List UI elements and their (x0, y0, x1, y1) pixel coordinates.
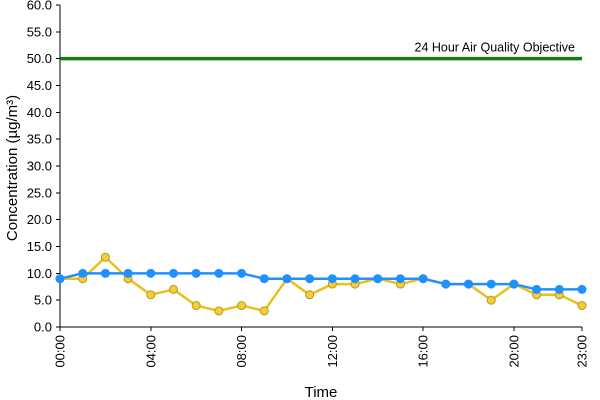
data-point-blue (418, 274, 428, 284)
data-point-yellow (146, 290, 156, 300)
y-tick-label: 30.0 (27, 159, 52, 174)
y-tick-label: 45.0 (27, 78, 52, 93)
data-point-blue (259, 274, 269, 284)
data-point-blue (123, 268, 133, 278)
x-tick-label: 20:00 (506, 335, 521, 368)
y-tick-label: 20.0 (27, 212, 52, 227)
x-axis-title: Time (305, 384, 338, 400)
data-point-blue (305, 274, 315, 284)
data-point-blue (509, 279, 519, 289)
plot-area: 0.0 5.0 10.0 15.0 20.0 25.0 30.0 35.0 40.0 45.0 50… (27, 0, 590, 368)
data-point-blue (146, 268, 156, 278)
y-tick-label: 40.0 (27, 105, 52, 120)
data-point-yellow (191, 301, 201, 311)
data-point-blue (486, 279, 496, 289)
x-tick-label: 16:00 (416, 335, 431, 368)
data-point-blue (554, 284, 564, 294)
x-tick-label: 12:00 (325, 335, 340, 368)
data-point-blue (327, 274, 337, 284)
x-tick-label: 00:00 (53, 335, 68, 368)
objective-label: 24 Hour Air Quality Objective (415, 41, 576, 55)
data-point-yellow (577, 301, 587, 311)
data-point-yellow (100, 252, 110, 262)
data-point-yellow (237, 301, 247, 311)
x-tick-label: 04:00 (143, 335, 158, 368)
data-point-blue (350, 274, 360, 284)
y-tick-label: 0.0 (34, 320, 52, 335)
x-tick-label: 23:00 (575, 335, 590, 368)
data-point-blue (395, 274, 405, 284)
data-point-blue (100, 268, 110, 278)
data-point-blue (532, 284, 542, 294)
data-point-blue (168, 268, 178, 278)
y-tick-label: 5.0 (34, 293, 52, 308)
data-point-yellow (259, 306, 269, 316)
y-tick-label: 50.0 (27, 51, 52, 66)
data-point-blue (282, 274, 292, 284)
x-tick-label: 08:00 (234, 335, 249, 368)
y-tick-label: 35.0 (27, 132, 52, 147)
data-point-blue (214, 268, 224, 278)
data-point-yellow (214, 306, 224, 316)
y-tick-label: 55.0 (27, 24, 52, 39)
data-point-yellow (305, 290, 315, 300)
data-point-blue (373, 274, 383, 284)
y-tick-label: 60.0 (27, 0, 52, 13)
y-tick-label: 15.0 (27, 239, 52, 254)
data-point-blue (191, 268, 201, 278)
data-point-blue (237, 268, 247, 278)
series-line-yellow (60, 255, 583, 313)
y-tick-label: 25.0 (27, 185, 52, 200)
data-point-blue (441, 279, 451, 289)
data-point-yellow (486, 295, 496, 305)
y-axis-title: Concentration (µg/m³) (4, 95, 21, 241)
data-point-blue (55, 274, 65, 284)
y-tick-label: 10.0 (27, 266, 52, 281)
data-point-blue (78, 268, 88, 278)
data-point-blue (577, 284, 587, 294)
data-point-blue (464, 279, 474, 289)
data-point-yellow (168, 284, 178, 294)
